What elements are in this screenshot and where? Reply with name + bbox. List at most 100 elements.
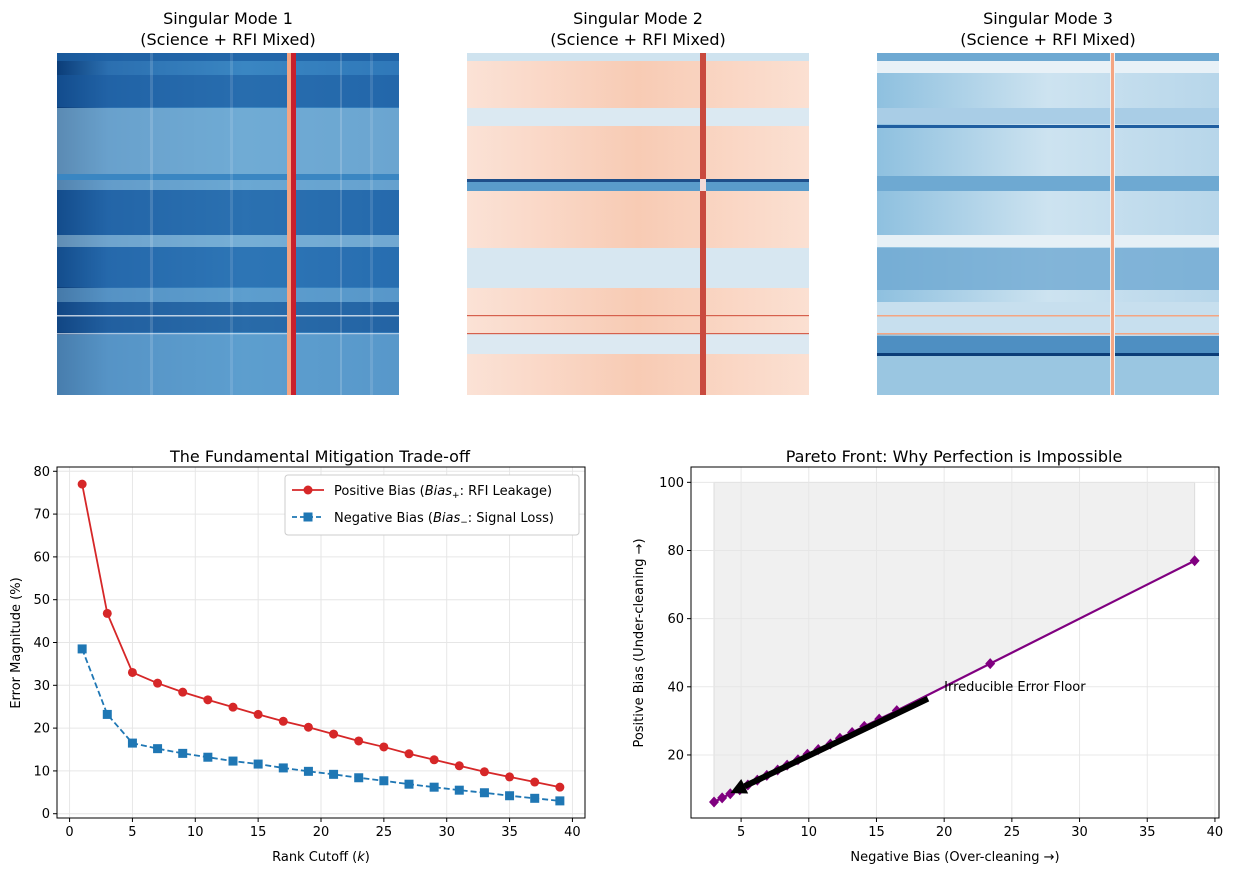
tradeoff-point-positive: [429, 755, 439, 765]
heatmap-2-title-line1: Singular Mode 2: [573, 9, 703, 28]
tradeoff-xtick-label: 10: [187, 825, 204, 840]
pareto-xtick-label: 25: [1004, 825, 1021, 840]
tradeoff-point-negative: [404, 779, 414, 789]
tradeoff-point-negative: [253, 759, 263, 769]
heatmap-3: [877, 53, 1219, 395]
pareto-gridlines: [691, 467, 1219, 818]
heatmap-3-title-line1: Singular Mode 3: [983, 9, 1113, 28]
tradeoff-xtick-label: 5: [128, 825, 136, 840]
tradeoff-xtick-label: 20: [313, 825, 330, 840]
heatmap-1-title-line1: Singular Mode 1: [163, 9, 293, 28]
tradeoff-point-negative: [505, 791, 515, 801]
tradeoff-xtick-label: 35: [501, 825, 518, 840]
pareto-chart-title: Pareto Front: Why Perfection is Impossib…: [786, 447, 1123, 466]
tradeoff-point-positive: [203, 695, 213, 705]
tradeoff-point-negative: [102, 709, 112, 719]
tradeoff-xtick-label: 25: [376, 825, 393, 840]
pareto-annotation-arrow-shaft: [743, 696, 930, 789]
tradeoff-point-negative: [479, 788, 489, 798]
tradeoff-series: [77, 479, 565, 806]
pareto-xtick-label: 15: [868, 825, 885, 840]
tradeoff-point-negative: [228, 756, 238, 766]
pareto-chart: Pareto Front: Why Perfection is Impossib…: [632, 447, 1223, 865]
pareto-xtick-label: 30: [1071, 825, 1088, 840]
heatmap-1-title-line2: (Science + RFI Mixed): [140, 30, 315, 49]
tradeoff-point-positive: [127, 667, 137, 677]
heatmap-2: [467, 53, 809, 395]
tradeoff-point-positive: [530, 777, 540, 787]
tradeoff-point-negative: [303, 766, 313, 776]
tradeoff-point-positive: [404, 749, 414, 759]
tradeoff-point-negative: [454, 785, 464, 795]
tradeoff-point-positive: [253, 709, 263, 719]
pareto-xtick-label: 5: [737, 825, 745, 840]
tradeoff-ytick-label: 40: [33, 636, 50, 651]
tradeoff-ytick-label: 70: [33, 508, 50, 523]
tradeoff-ytick-label: 60: [33, 550, 50, 565]
pareto-annotation: Irreducible Error Floor: [730, 680, 1086, 794]
pareto-shade-polygon: [714, 482, 1195, 802]
tradeoff-point-negative: [429, 782, 439, 792]
legend-marker-negative: [303, 512, 313, 522]
tradeoff-ytick-label: 80: [33, 465, 50, 480]
pareto-annotation-arrow-head: [730, 779, 749, 794]
tradeoff-point-positive: [102, 608, 112, 618]
tradeoff-point-positive: [77, 479, 87, 489]
legend-label-positive: Positive Bias (Bias+: RFI Leakage): [334, 484, 552, 501]
pareto-ytick-label: 80: [667, 544, 684, 559]
tradeoff-xtick-label: 15: [250, 825, 267, 840]
tradeoff-ytick-label: 10: [33, 764, 50, 779]
tradeoff-point-negative: [127, 738, 137, 748]
tradeoff-ylabel: Error Magnitude (%): [9, 577, 24, 708]
legend-label-negative: Negative Bias (Bias−: Signal Loss): [334, 511, 554, 528]
tradeoff-chart-title: The Fundamental Mitigation Trade-off: [169, 447, 471, 466]
pareto-point: [717, 792, 728, 804]
heatmap-2-title-line2: (Science + RFI Mixed): [550, 30, 725, 49]
tradeoff-point-negative: [379, 776, 389, 786]
tradeoff-ytick-label: 50: [33, 593, 50, 608]
tradeoff-point-positive: [454, 761, 464, 771]
tradeoff-point-negative: [555, 796, 565, 806]
tradeoff-point-positive: [555, 782, 565, 792]
pareto-axes-frame: [690, 466, 1220, 819]
tradeoff-point-positive: [479, 767, 489, 777]
tradeoff-point-negative: [203, 752, 213, 762]
pareto-ytick-label: 20: [667, 748, 684, 763]
legend-marker-positive: [303, 485, 313, 495]
tradeoff-point-negative: [278, 763, 288, 773]
tradeoff-point-negative: [530, 793, 540, 803]
pareto-xtick-label: 20: [936, 825, 953, 840]
pareto-point: [985, 658, 996, 670]
pareto-xlabel: Negative Bias (Over-cleaning →): [850, 850, 1059, 865]
tradeoff-ytick-label: 20: [33, 722, 50, 737]
tradeoff-point-negative: [77, 644, 87, 654]
tradeoff-legend: Positive Bias (Bias+: RFI Leakage) Negat…: [284, 474, 580, 536]
pareto-ytick-label: 40: [667, 680, 684, 695]
tradeoff-point-positive: [228, 702, 238, 712]
tradeoff-axes-frame: [56, 466, 586, 819]
pareto-ytick-label: 60: [667, 612, 684, 627]
tradeoff-ytick-label: 0: [42, 807, 50, 822]
tradeoff-xlabel: Rank Cutoff (k): [272, 850, 370, 865]
tradeoff-point-negative: [329, 769, 339, 779]
tradeoff-point-positive: [303, 722, 313, 732]
pareto-annotation-text: Irreducible Error Floor: [944, 680, 1086, 695]
tradeoff-point-positive: [178, 687, 188, 697]
tradeoff-point-positive: [379, 742, 389, 752]
pareto-ticks: 5 10 15 20 25 30 35 40 20 40 60 80 100: [659, 476, 1223, 840]
pareto-ytick-label: 100: [659, 476, 684, 491]
tradeoff-ytick-label: 30: [33, 679, 50, 694]
pareto-point: [709, 796, 720, 808]
pareto-xtick-label: 10: [801, 825, 818, 840]
tradeoff-xtick-label: 40: [564, 825, 581, 840]
tradeoff-point-positive: [505, 772, 515, 782]
tradeoff-point-positive: [278, 716, 288, 726]
tradeoff-point-positive: [329, 729, 339, 739]
heatmap-1: [57, 53, 399, 395]
tradeoff-ticks: 0 5 10 15 20 25 30 35 40 0 10 20 30 40 50 60 70 80: [33, 465, 580, 840]
tradeoff-point-negative: [153, 744, 163, 754]
pareto-xtick-label: 40: [1207, 825, 1224, 840]
pareto-point: [1189, 555, 1200, 567]
pareto-shaded-region: [713, 481, 1196, 802]
